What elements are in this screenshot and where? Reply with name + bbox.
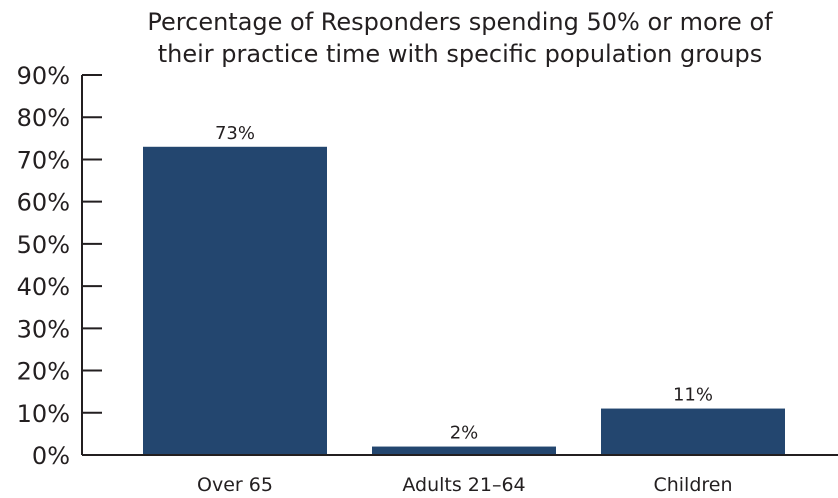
x-axis: Over 65 Adults 21–64 Children xyxy=(82,454,838,496)
y-tick-label: 10% xyxy=(17,400,70,428)
bar xyxy=(143,146,327,455)
bar-data-label: 11% xyxy=(673,385,713,406)
x-tick-label: Children xyxy=(653,474,732,496)
x-tick-label: Adults 21–64 xyxy=(402,474,525,496)
data-labels: 73% 2% 11% xyxy=(215,123,713,444)
bar-data-label: 2% xyxy=(450,423,479,444)
bars xyxy=(143,146,785,455)
y-axis: 0% 10% 20% 30% 40% 50% 60% 70% 80% 90% xyxy=(17,62,102,470)
y-tick-label: 0% xyxy=(32,442,70,470)
y-tick-label: 20% xyxy=(17,358,70,386)
y-tick-label: 50% xyxy=(17,231,70,259)
x-tick-label: Over 65 xyxy=(197,474,273,496)
y-tick-label: 40% xyxy=(17,273,70,301)
chart-title-line-2: their practice time with specific popula… xyxy=(158,40,762,68)
chart-title: Percentage of Responders spending 50% or… xyxy=(147,8,773,68)
y-tick-label: 70% xyxy=(17,146,70,174)
bar-data-label: 73% xyxy=(215,123,255,144)
y-tick-label: 60% xyxy=(17,189,70,217)
chart-title-line-1: Percentage of Responders spending 50% or… xyxy=(147,8,773,36)
bar xyxy=(372,446,556,455)
y-tick-label: 30% xyxy=(17,315,70,343)
bar xyxy=(601,408,785,455)
y-tick-label: 80% xyxy=(17,104,70,132)
y-tick-label: 90% xyxy=(17,62,70,90)
